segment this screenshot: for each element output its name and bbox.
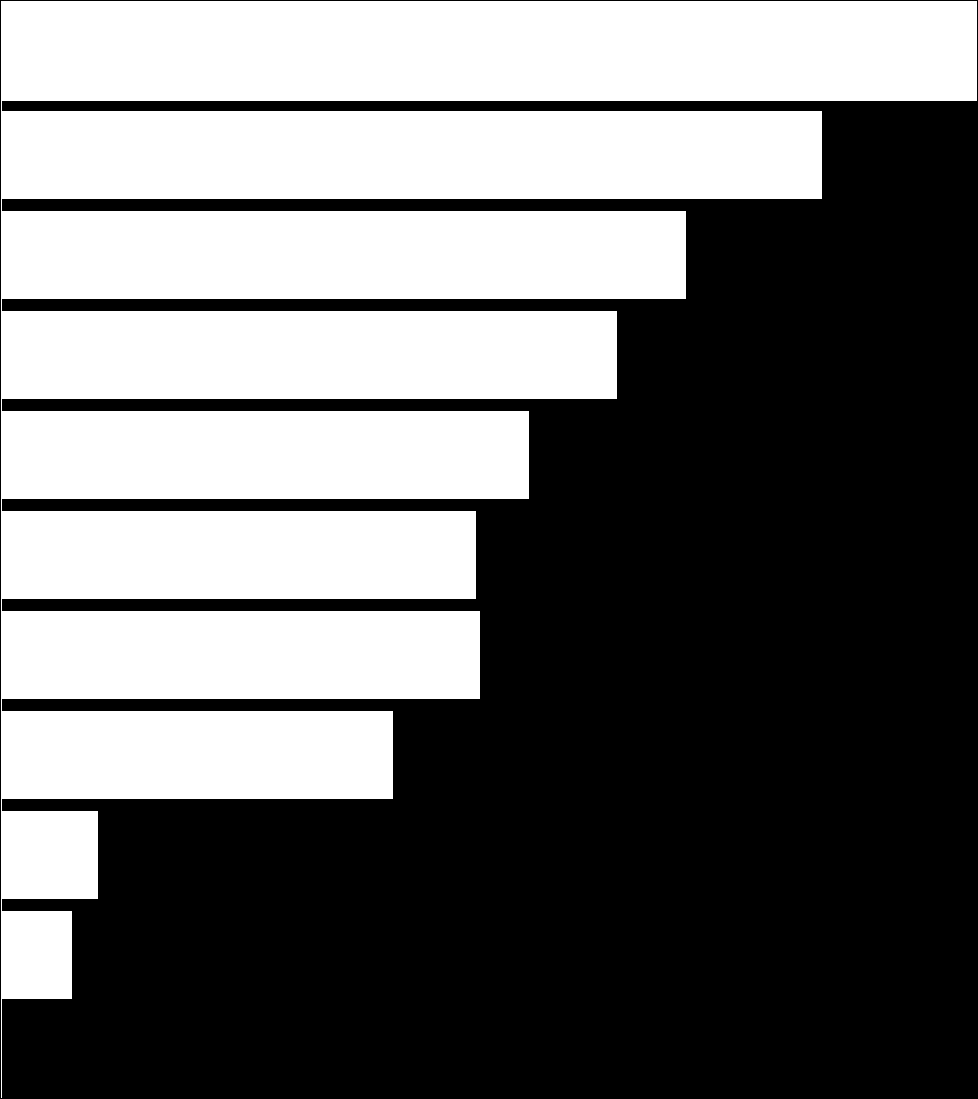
bar-6 [2,711,393,799]
bar-2 [2,311,617,399]
bar-1 [2,211,686,299]
bar-4 [2,511,476,599]
bar-5 [2,611,480,699]
bar-8 [2,911,72,999]
bar-3 [2,411,529,499]
chart-frame [0,0,978,1099]
bar-0 [2,111,822,199]
bar-7 [2,811,98,899]
